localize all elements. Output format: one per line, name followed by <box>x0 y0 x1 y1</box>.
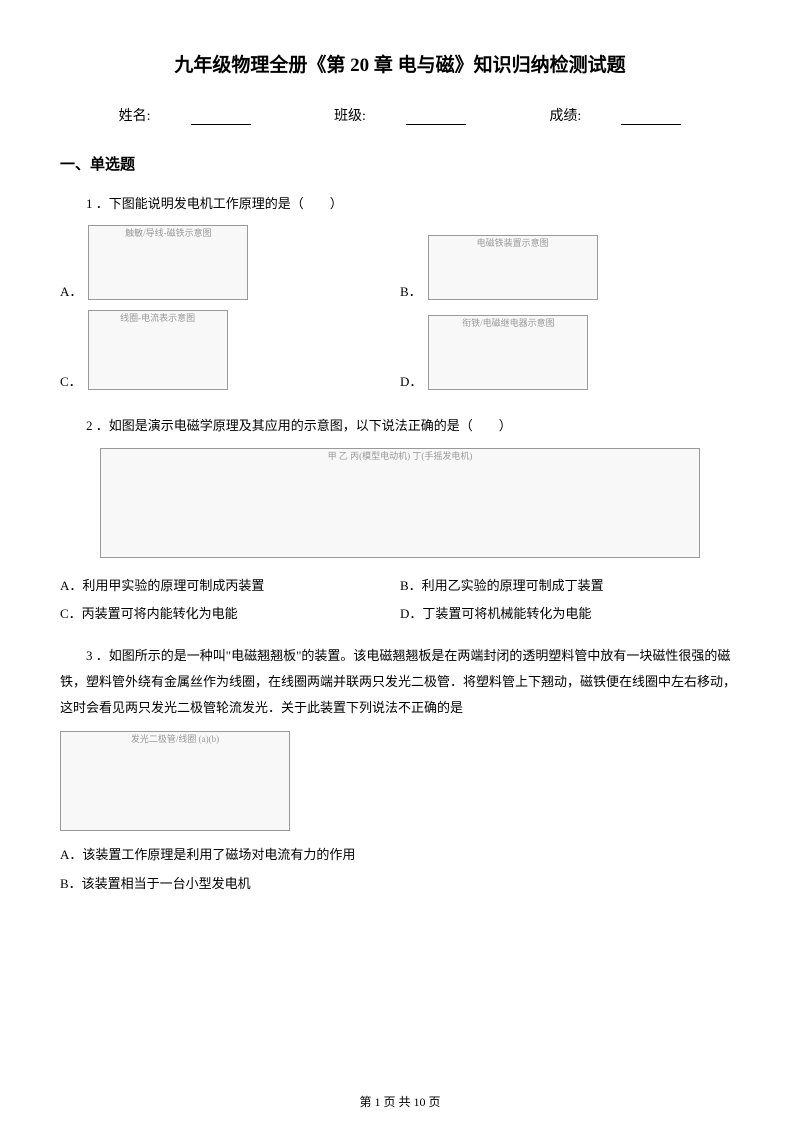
q1-optD-label: D． <box>400 371 422 390</box>
q3-body: 如图所示的是一种叫"电磁翘翘板"的装置。该电磁翘翘板是在两端封闭的透明塑料管中放… <box>60 648 736 715</box>
q1-option-d: D． 衔铁/电磁继电器示意图 <box>400 310 740 390</box>
section-heading: 一、单选题 <box>60 153 740 174</box>
q1-text: 1 ．下图能说明发电机工作原理的是（ ） <box>60 192 740 215</box>
q1-option-c: C． 线圈-电流表示意图 <box>60 310 400 390</box>
footer-total: 10 <box>414 1095 426 1109</box>
name-label: 姓名: <box>119 109 151 124</box>
student-info-row: 姓名: 班级: 成绩: <box>60 105 740 125</box>
q3-num: 3 ． <box>86 648 109 663</box>
question-1: 1 ．下图能说明发电机工作原理的是（ ） A． 触敏/导线-磁铁示意图 B． 电… <box>60 192 740 400</box>
q2-text: 2 ．如图是演示电磁学原理及其应用的示意图，以下说法正确的是（ ） <box>60 414 740 437</box>
q1-option-b: B． 电磁铁装置示意图 <box>400 225 740 300</box>
score-blank <box>621 124 681 125</box>
q1-option-a: A． 触敏/导线-磁铁示意图 <box>60 225 400 300</box>
q3-text: 3 ．如图所示的是一种叫"电磁翘翘板"的装置。该电磁翘翘板是在两端封闭的透明塑料… <box>60 643 740 721</box>
q2-option-c: C．丙装置可将内能转化为电能 <box>60 600 400 629</box>
footer-suffix: 页 <box>426 1095 441 1109</box>
footer-prefix: 第 <box>359 1095 374 1109</box>
page-title: 九年级物理全册《第 20 章 电与磁》知识归纳检测试题 <box>60 50 740 77</box>
question-2: 2 ．如图是演示电磁学原理及其应用的示意图，以下说法正确的是（ ） 甲 乙 丙(… <box>60 414 740 629</box>
q1-diagram-d: 衔铁/电磁继电器示意图 <box>428 315 588 390</box>
q2-option-a: A．利用甲实验的原理可制成丙装置 <box>60 572 400 601</box>
q2-option-d: D．丁装置可将机械能转化为电能 <box>400 600 740 629</box>
q1-diagram-a: 触敏/导线-磁铁示意图 <box>88 225 248 300</box>
question-3: 3 ．如图所示的是一种叫"电磁翘翘板"的装置。该电磁翘翘板是在两端封闭的透明塑料… <box>60 643 740 898</box>
q1-optC-label: C． <box>60 371 82 390</box>
page-footer: 第 1 页 共 10 页 <box>0 1093 800 1110</box>
q1-diagram-c: 线圈-电流表示意图 <box>88 310 228 390</box>
q3-diagram: 发光二极管/线圈 (a)(b) <box>60 731 290 831</box>
q3-option-b: B．该装置相当于一台小型发电机 <box>60 870 740 899</box>
q1-optB-label: B． <box>400 281 422 300</box>
q1-diagram-b: 电磁铁装置示意图 <box>428 235 598 300</box>
class-label: 班级: <box>334 109 366 124</box>
q2-diagram: 甲 乙 丙(模型电动机) 丁(手摇发电机) <box>100 448 700 558</box>
class-blank <box>406 124 466 125</box>
footer-mid: 页 共 <box>380 1095 413 1109</box>
name-blank <box>191 124 251 125</box>
q2-option-b: B．利用乙实验的原理可制成丁装置 <box>400 572 740 601</box>
q1-optA-label: A． <box>60 281 82 300</box>
score-label: 成绩: <box>549 109 581 124</box>
q3-option-a: A．该装置工作原理是利用了磁场对电流有力的作用 <box>60 841 740 870</box>
